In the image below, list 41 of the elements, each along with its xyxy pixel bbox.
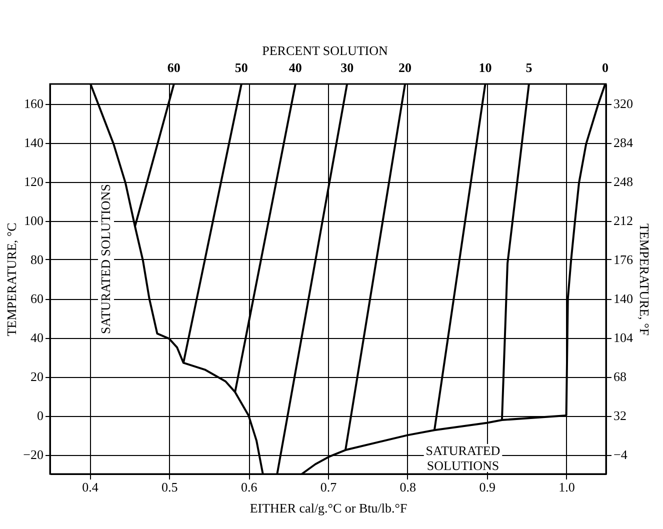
y-tick-label: −20	[23, 447, 44, 462]
x-tick-label: 0.6	[240, 480, 258, 494]
x-tick-label: 0.9	[479, 480, 496, 494]
series-label: 5	[526, 60, 533, 75]
y2-tick-label: 68	[614, 369, 626, 384]
series-label: 50	[234, 60, 248, 75]
x-tick-label: 0.8	[400, 480, 416, 494]
y-axis-title: TEMPERATURE, °C	[4, 222, 20, 336]
y2-axis-title: TEMPERATURE, °F	[637, 223, 652, 336]
y-tick-label: 120	[24, 174, 44, 189]
y2-tick-label: 248	[614, 174, 633, 189]
y-tick-label: 140	[24, 135, 44, 150]
series-label: 20	[398, 60, 412, 75]
y2-tick-label: 104	[614, 330, 634, 345]
y-tick-label: 40	[30, 330, 44, 345]
series-label: 10	[478, 60, 492, 75]
annotation: SATURATED SOLUTIONS	[98, 184, 113, 334]
y2-tick-label: 212	[614, 213, 633, 228]
y2-tick-label: 32	[614, 408, 626, 423]
x-tick-label: 1.0	[558, 480, 575, 494]
y-tick-label: 60	[30, 291, 44, 306]
y-tick-label: 20	[30, 369, 44, 384]
x-tick-label: 0.5	[162, 480, 178, 494]
series-label: 30	[340, 60, 354, 75]
y-tick-label: 80	[30, 252, 44, 267]
x-tick-label: 0.7	[320, 480, 338, 494]
annotation: SATURATED SOLUTIONS	[426, 443, 500, 473]
y-tick-label: 0	[37, 408, 44, 423]
y2-tick-label: 320	[614, 96, 633, 111]
x-tick-label: 0.4	[82, 480, 99, 494]
series-label: 0	[602, 60, 608, 75]
text: PERCENT SOLUTION	[262, 43, 389, 58]
y-tick-label: 100	[24, 213, 44, 228]
series-label: 60	[167, 60, 180, 75]
x-axis-title: EITHER cal/g.°C or Btu/lb.°F	[250, 500, 408, 516]
y2-tick-label: −4	[614, 447, 628, 462]
series-label: 40	[288, 60, 302, 75]
y2-tick-label: 140	[614, 291, 633, 306]
y2-tick-label: 176	[614, 252, 634, 267]
y2-tick-label: 284	[614, 135, 634, 150]
y-tick-label: 160	[24, 96, 44, 111]
